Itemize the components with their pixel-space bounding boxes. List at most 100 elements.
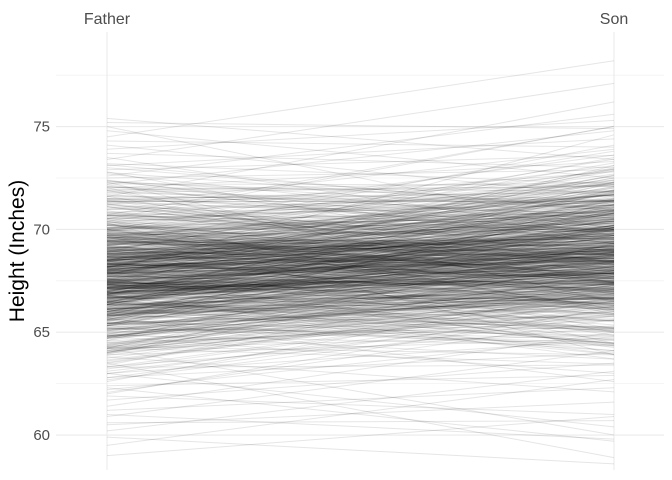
pair-line xyxy=(106,222,615,356)
pair-line xyxy=(106,179,615,275)
pair-line xyxy=(106,182,615,226)
pair-line xyxy=(106,243,615,354)
pair-line xyxy=(106,242,615,261)
pair-line xyxy=(106,248,615,294)
pair-line xyxy=(106,259,615,272)
pair-line xyxy=(106,347,615,365)
pair-line xyxy=(106,209,615,254)
pair-line xyxy=(106,214,615,258)
pair-line xyxy=(106,282,615,296)
pair-line xyxy=(106,272,615,293)
pair-line xyxy=(106,261,615,289)
pair-line xyxy=(106,327,615,346)
pair-line xyxy=(106,261,615,291)
pair-line xyxy=(106,263,615,277)
pair-line xyxy=(106,265,615,293)
pair-line xyxy=(106,193,615,268)
pair-line xyxy=(106,224,615,268)
pair-line xyxy=(106,148,615,206)
pair-line xyxy=(106,387,615,411)
pair-line xyxy=(106,272,615,290)
pair-line xyxy=(106,241,615,256)
pair-line xyxy=(106,168,615,242)
pair-line xyxy=(106,269,615,307)
pair-line xyxy=(106,246,615,272)
pair-line xyxy=(106,181,615,202)
pair-line xyxy=(106,246,615,261)
pair-line xyxy=(106,296,615,315)
pair-line xyxy=(106,263,615,278)
pair-line xyxy=(106,294,615,345)
pair-line xyxy=(106,259,615,333)
pair-line xyxy=(106,288,615,317)
pair-line xyxy=(106,242,615,299)
pair-line xyxy=(106,247,615,305)
pair-line xyxy=(106,212,615,268)
pair-line xyxy=(106,297,615,310)
pair-line xyxy=(106,436,615,465)
pair-line xyxy=(106,204,615,217)
pair-line xyxy=(106,247,615,300)
pair-line xyxy=(106,270,615,293)
pair-line xyxy=(106,294,615,306)
pair-line xyxy=(106,203,615,263)
pair-line xyxy=(106,350,615,418)
pair-line xyxy=(106,198,615,223)
pair-line xyxy=(106,223,615,262)
pair-line xyxy=(106,200,615,225)
pair-line xyxy=(106,217,615,252)
pair-line xyxy=(106,331,615,407)
pair-line xyxy=(106,242,615,259)
pair-line xyxy=(106,235,615,344)
pair-line xyxy=(106,216,615,235)
pair-line xyxy=(106,238,615,288)
y-axis-title: Height (Inches) xyxy=(6,180,29,322)
pair-line xyxy=(106,241,615,246)
pair-line xyxy=(106,228,615,236)
pair-line xyxy=(106,209,615,316)
pair-line xyxy=(106,237,615,260)
pair-line xyxy=(106,237,615,262)
pair-line xyxy=(106,266,615,294)
pair-line xyxy=(106,258,615,270)
pair-line xyxy=(106,277,615,338)
pair-line xyxy=(106,212,615,308)
pair-line xyxy=(106,335,615,391)
pair-line xyxy=(106,293,615,332)
pair-line xyxy=(106,222,615,257)
pair-line xyxy=(106,281,615,292)
pair-line xyxy=(106,248,615,298)
pair-line xyxy=(106,273,615,311)
pair-line xyxy=(106,242,615,289)
pair-line xyxy=(106,227,615,259)
pair-line xyxy=(106,236,615,258)
pair-line xyxy=(106,282,615,294)
pair-line xyxy=(106,171,615,210)
pair-line xyxy=(106,281,615,292)
pair-line xyxy=(106,189,615,261)
pair-line xyxy=(106,413,615,440)
pair-line xyxy=(106,260,615,275)
pair-line xyxy=(106,243,615,253)
pair-line xyxy=(106,259,615,265)
pair-line xyxy=(106,233,615,327)
pair-line xyxy=(106,246,615,268)
pair-line xyxy=(106,251,615,271)
pair-line xyxy=(106,211,615,273)
pair-line xyxy=(106,273,615,349)
pair-line xyxy=(106,228,615,274)
pair-line xyxy=(106,229,615,315)
pair-line xyxy=(106,269,615,277)
pair-line xyxy=(106,270,615,322)
pair-line xyxy=(106,177,615,261)
pair-line xyxy=(106,300,615,328)
pair-line xyxy=(106,154,615,171)
pair-line xyxy=(106,277,615,293)
pair-line xyxy=(106,259,615,274)
pair-line xyxy=(106,221,615,246)
pair-line xyxy=(106,304,615,315)
pair-line xyxy=(106,226,615,305)
pair-line xyxy=(106,226,615,229)
pair-line xyxy=(106,325,615,341)
pair-line xyxy=(106,224,615,280)
